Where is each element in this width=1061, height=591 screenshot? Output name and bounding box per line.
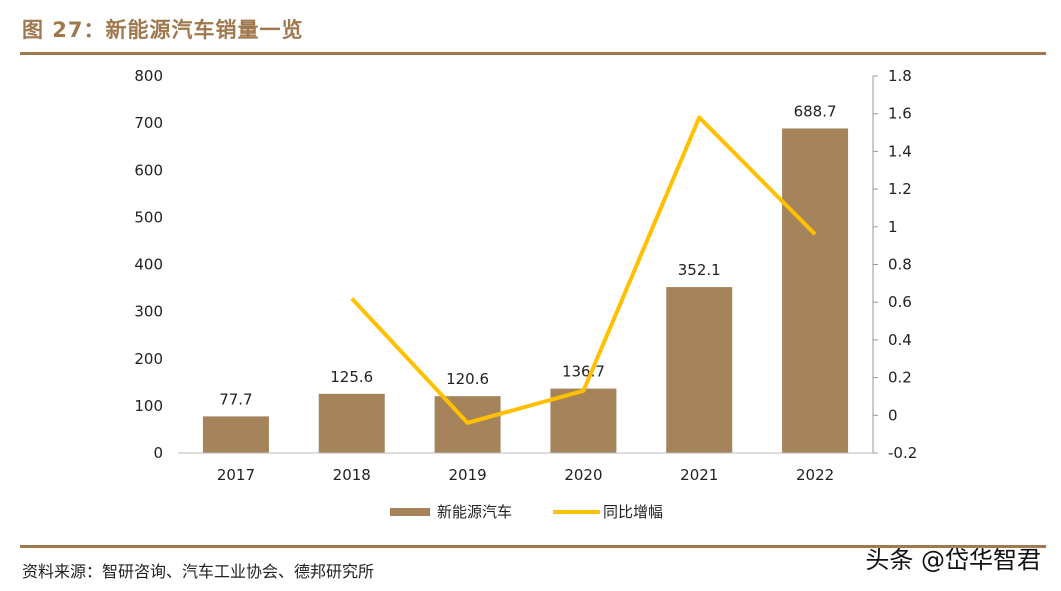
legend-bar-swatch [390,508,430,516]
x-axis-tick-label: 2020 [564,466,602,484]
x-axis-tick-label: 2021 [680,466,718,484]
left-axis-tick-label: 800 [134,67,163,85]
bar-data-label: 688.7 [794,102,837,120]
right-axis-tick-label: 1.8 [888,67,912,85]
source-note: 资料来源：智研咨询、汽车工业协会、德邦研究所 [22,562,375,581]
watermark: 头条 @岱华智君 [865,546,1041,574]
bar-2022 [782,128,849,453]
right-axis-tick-label: 1 [888,218,898,236]
legend-bar-label: 新能源汽车 [437,503,512,521]
bar-data-label: 125.6 [330,368,373,386]
left-axis-tick-label: 500 [134,208,163,226]
x-axis-tick-label: 2018 [333,466,371,484]
left-axis-tick-label: 100 [134,397,163,415]
right-axis-tick-label: -0.2 [888,444,917,462]
figure-title: 图 27：新能源汽车销量一览 [22,18,304,42]
bar-2021 [666,287,733,453]
bar-2017 [202,416,269,453]
x-axis-tick-label: 2017 [217,466,255,484]
legend-line-label: 同比增幅 [603,503,663,521]
x-axis-tick-label: 2019 [448,466,486,484]
bar-data-label: 136.7 [562,363,605,381]
left-axis-tick-label: 0 [153,444,163,462]
right-axis-tick-label: 1.2 [888,180,912,198]
right-axis-tick-label: 1.6 [888,105,912,123]
bar-2020 [550,388,617,453]
top-divider [20,52,1046,55]
bar-data-label: 77.7 [219,390,252,408]
left-axis-tick-label: 600 [134,161,163,179]
right-axis-tick-label: 0.6 [888,293,912,311]
bar-2018 [318,393,385,453]
left-axis-tick-label: 700 [134,114,163,132]
left-axis-tick-label: 300 [134,303,163,321]
right-axis-tick-label: 0.4 [888,331,912,349]
left-axis-tick-label: 200 [134,350,163,368]
bar-data-label: 120.6 [446,370,489,388]
x-axis-tick-label: 2022 [796,466,834,484]
right-axis-tick-label: 0.8 [888,256,912,274]
bar-data-label: 352.1 [678,261,721,279]
bottom-divider [20,545,1046,548]
left-axis-tick-label: 400 [134,256,163,274]
right-axis-tick-label: 0 [888,406,898,424]
right-axis-tick-label: 1.4 [888,142,912,160]
right-axis-tick-label: 0.2 [888,369,912,387]
